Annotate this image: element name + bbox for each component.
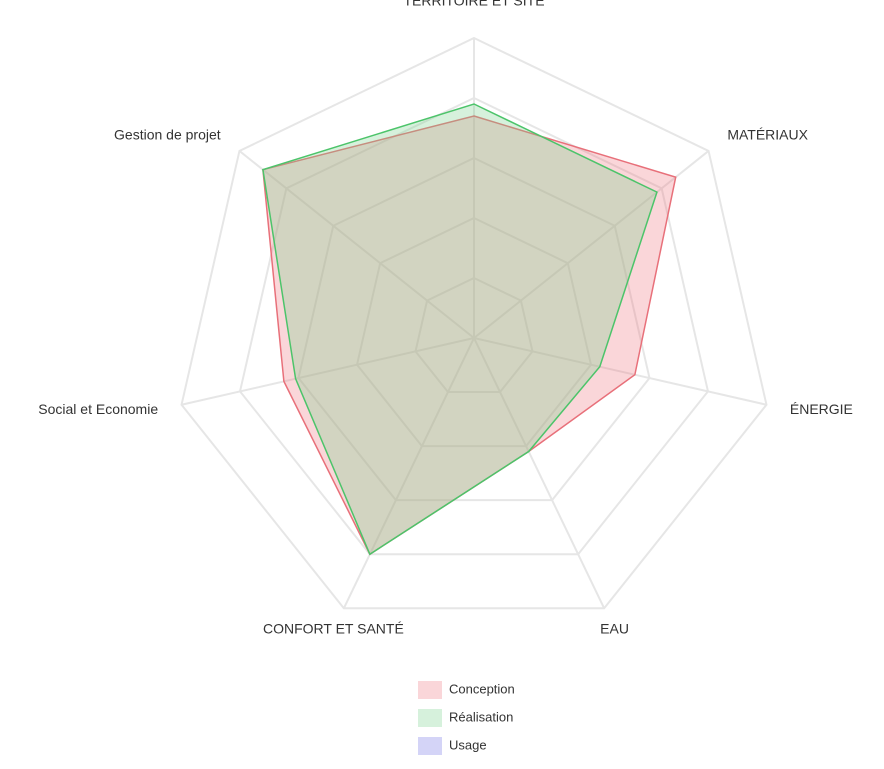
grid-ring xyxy=(297,156,651,502)
axis-spoke xyxy=(342,337,475,609)
axis-label: ÉNERGIE xyxy=(790,401,853,417)
axis-spoke xyxy=(473,150,710,339)
axis-label: CONFORT ET SANTÉ xyxy=(263,621,404,637)
grid-ring xyxy=(238,96,710,556)
axis-label: TERRITOIRE ET SITE xyxy=(403,0,544,9)
axis-spoke xyxy=(473,337,767,406)
grid-ring xyxy=(355,216,593,448)
axis-label: Social et Economie xyxy=(38,401,158,417)
axis-spoke xyxy=(238,150,475,339)
grid-ring xyxy=(414,276,534,394)
legend-swatch xyxy=(418,709,442,727)
legend-swatch xyxy=(418,737,442,755)
axis-label: MATÉRIAUX xyxy=(727,127,808,143)
legend-label: Usage xyxy=(449,737,487,752)
axis-spoke xyxy=(181,337,475,406)
series-area xyxy=(262,103,658,556)
axis-label: EAU xyxy=(600,621,629,637)
legend-label: Réalisation xyxy=(449,709,513,724)
grid-ring xyxy=(180,36,768,610)
legend-label: Conception xyxy=(449,681,515,696)
axis-label: Gestion de projet xyxy=(114,127,221,143)
axis-spoke xyxy=(473,337,606,609)
legend-swatch xyxy=(418,681,442,699)
